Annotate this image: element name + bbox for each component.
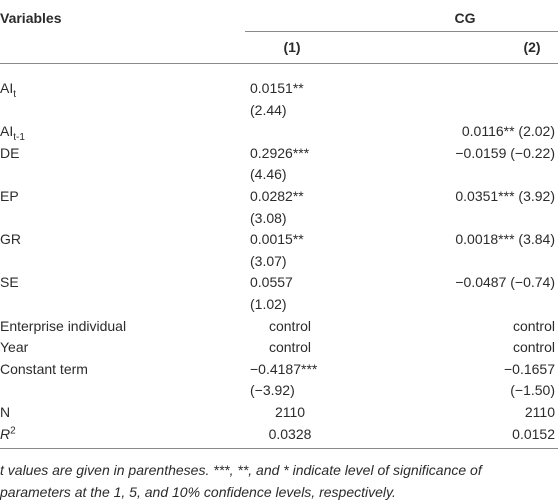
label-text: Constant term [0,360,88,377]
cell-t-value: (2.44) [250,101,287,118]
row-label: Constant term [0,360,88,378]
cell-value: control [512,339,555,356]
label-text: GR [0,231,21,248]
column-header: (2) [523,39,541,55]
cell-value: 0.0351*** (3.92) [455,188,555,204]
label-superscript: 2 [10,424,16,436]
label-text: R [0,425,11,442]
label-text: N [0,404,11,420]
cell-t-value: (4.46) [250,166,287,183]
row-label: Enterprise individual [0,317,126,335]
cell-value: −0.1657 [504,360,555,377]
cell-value: control [268,317,312,334]
group-rule [245,31,558,32]
row-label: Year [0,338,28,356]
footnote: t values are given in parentheses. ***, … [0,462,482,500]
label-text: AI [0,123,14,140]
row-label: AIt [0,79,17,100]
label-subscript: t-1 [13,131,25,143]
cell-t-value: (3.07) [250,252,287,269]
row-label: GR [0,230,21,248]
cell-value: 0.0557 [250,274,293,291]
cell-value: 0.0152 [512,425,555,442]
cell-value: control [512,317,555,334]
cell-value: 2110 [274,404,306,420]
cell-value: 0.0015** [250,231,304,248]
cell-t-value: (1.02) [250,296,287,312]
row-label: R2 [0,425,16,443]
header-group: CG [454,10,476,26]
cell-value: 0.0328 [268,425,312,442]
bottom-rule [0,448,558,449]
header-rule [0,63,558,64]
label-text: AI [0,80,14,96]
row-label: AIt-1 [0,122,25,143]
cell-t-value: (−1.50) [510,382,555,399]
cell-value: 0.0282** [250,188,304,204]
label-subscript: t [13,88,17,100]
cell-t-value: (3.08) [250,209,287,226]
row-label: SE [0,273,19,291]
header-variables: Variables [0,10,62,26]
label-text: EP [0,188,19,204]
row-label: DE [0,144,19,162]
cell-value: −0.4187*** [250,360,318,377]
cell-t-value: (−3.92) [250,382,295,399]
cell-value: 0.2926*** [250,144,310,161]
label-text: Year [0,339,29,356]
label-text: DE [0,144,20,161]
cell-value: 2110 [524,404,555,420]
cell-value: −0.0159 (−0.22) [455,144,555,161]
row-label: N [0,403,10,421]
cell-value: −0.0487 (−0.74) [455,274,555,291]
label-text: SE [0,274,19,291]
cell-value: 0.0018*** (3.84) [455,231,555,248]
cell-value: control [268,339,312,356]
row-label: EP [0,187,19,205]
column-header: (1) [283,39,301,55]
cell-value: 0.0151** [250,80,304,96]
label-text: Enterprise individual [0,317,127,334]
cell-value: 0.0116** (2.02) [461,123,555,140]
